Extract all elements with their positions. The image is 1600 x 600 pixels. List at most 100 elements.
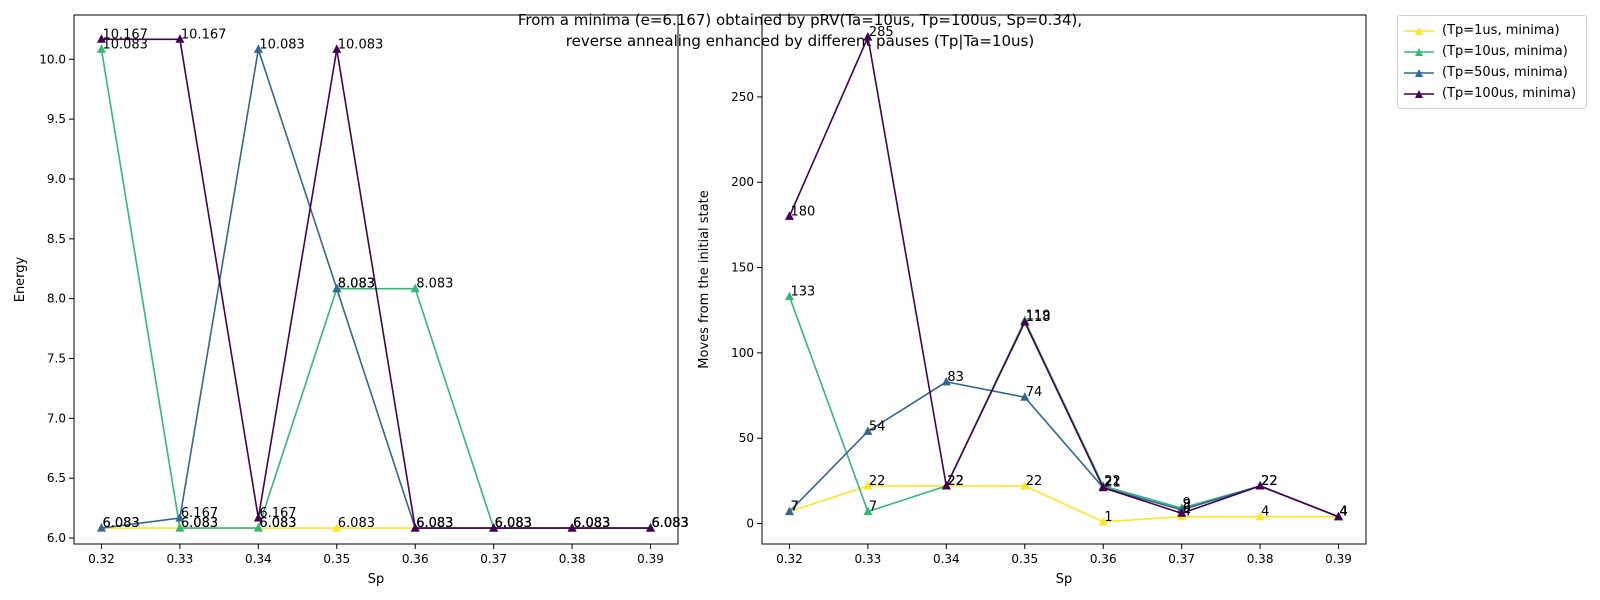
moves-data-label-tp100: 22 <box>947 474 964 489</box>
energy-marker-tp100 <box>410 523 420 532</box>
energy-marker-tp10 <box>96 44 106 53</box>
energy-data-label-tp100: 6.083 <box>573 516 610 531</box>
energy-series-line-tp100 <box>101 38 651 529</box>
energy-data-label-tp100: 10.167 <box>102 27 148 42</box>
energy-x-tick-label: 0.37 <box>480 552 507 566</box>
moves-data-label-tp100: 118 <box>1026 310 1051 325</box>
moves-data-label-tp50: 54 <box>869 419 886 434</box>
moves-data-label-tp10: 22 <box>1104 474 1121 489</box>
energy-marker-tp10 <box>410 283 420 293</box>
moves-marker-tp1 <box>863 480 873 490</box>
energy-data-label-tp100: 6.083 <box>416 516 453 531</box>
moves-marker-tp100 <box>1098 482 1108 492</box>
moves-x-tick-label: 0.38 <box>1247 552 1274 566</box>
energy-x-tick-label: 0.39 <box>637 552 664 566</box>
energy-marker-tp50 <box>175 513 185 522</box>
energy-data-label-tp50: 6.167 <box>181 506 218 521</box>
moves-marker-tp100 <box>941 480 951 490</box>
energy-x-tick-label: 0.38 <box>559 552 586 566</box>
moves-marker-tp10 <box>784 291 794 301</box>
moves-marker-tp1 <box>1098 516 1108 526</box>
moves-x-tick-label: 0.32 <box>776 552 803 566</box>
energy-y-tick-label: 9.5 <box>47 112 66 126</box>
moves-data-label-tp50: 8 <box>1183 498 1191 513</box>
energy-chart: 0.32 0.33 0.34 0.35 0.36 0.37 0.38 0.39 6.0 6.5 7.… <box>13 14 689 587</box>
moves-x-tick-label: 0.36 <box>1090 552 1117 566</box>
energy-data-label-tp1: 6.083 <box>259 516 296 531</box>
energy-y-tick-label: 6.5 <box>47 471 66 485</box>
energy-data-label-tp100: 6.167 <box>259 506 296 521</box>
moves-x-tick-label: 0.33 <box>855 552 882 566</box>
moves-y-tick-label: 250 <box>731 90 754 104</box>
moves-data-label-tp100: 4 <box>1340 505 1348 520</box>
energy-marker-tp10 <box>175 523 185 532</box>
energy-data-label-tp100: 10.083 <box>338 37 384 52</box>
energy-marker-tp50 <box>253 44 263 53</box>
moves-data-label-tp10: 22 <box>1261 474 1278 489</box>
moves-data-label-tp50: 4 <box>1340 505 1348 520</box>
energy-data-label-tp100: 10.167 <box>181 27 227 42</box>
moves-x-axis-label: Sp <box>1056 572 1073 587</box>
moves-data-label-tp1: 4 <box>1340 505 1348 520</box>
energy-data-label-tp50: 10.083 <box>259 37 305 52</box>
moves-data-label-tp10: 22 <box>947 474 964 489</box>
moves-x-tick-label: 0.37 <box>1168 552 1195 566</box>
moves-marker-tp10 <box>863 506 873 516</box>
energy-y-tick-label: 8.5 <box>47 232 66 246</box>
moves-y-tick-label: 100 <box>731 346 754 360</box>
moves-data-label-tp100: 21 <box>1104 476 1121 491</box>
moves-y-tick-label: 200 <box>731 175 754 189</box>
legend-item-tp1: (Tp=1us, minima) <box>1404 20 1580 41</box>
moves-chart: 0.32 0.33 0.34 0.35 0.36 0.37 0.38 0.39 0 50 100 15… <box>697 14 1367 587</box>
energy-x-tick-label: 0.36 <box>402 552 429 566</box>
moves-y-tick-label: 50 <box>739 431 754 445</box>
energy-marker-tp1 <box>332 523 342 532</box>
energy-x-tick-label: 0.35 <box>323 552 350 566</box>
legend-item-tp100: (Tp=100us, minima) <box>1404 83 1580 104</box>
moves-y-tick-label: 0 <box>746 517 754 531</box>
energy-data-label-tp1: 6.083 <box>652 516 689 531</box>
moves-y-tick-label: 150 <box>731 261 754 275</box>
moves-data-label-tp1: 22 <box>947 474 964 489</box>
moves-x-tick-label: 0.34 <box>933 552 960 566</box>
moves-marker-tp100 <box>784 211 794 220</box>
legend-label-tp100: (Tp=100us, minima) <box>1442 86 1577 101</box>
energy-y-tick-label: 7.5 <box>47 351 66 365</box>
moves-marker-tp100 <box>1334 511 1344 521</box>
moves-x-tick-label: 0.35 <box>1011 552 1038 566</box>
energy-data-label-tp50: 6.083 <box>652 516 689 531</box>
moves-data-label-tp100: 180 <box>790 204 815 219</box>
moves-marker-tp50 <box>1020 392 1030 401</box>
energy-data-label-tp50: 6.083 <box>102 516 139 531</box>
moves-data-label-tp50: 83 <box>947 370 964 385</box>
energy-data-label-tp10: 10.083 <box>102 37 148 52</box>
energy-x-tick-label: 0.34 <box>245 552 272 566</box>
moves-marker-tp100 <box>863 32 873 41</box>
moves-data-label-tp1: 4 <box>1261 505 1269 520</box>
moves-data-label-tp10: 119 <box>1026 308 1051 323</box>
legend-label-tp50: (Tp=50us, minima) <box>1442 65 1568 80</box>
energy-data-label-tp10: 6.083 <box>652 516 689 531</box>
legend: (Tp=1us, minima) (Tp=10us, minima) (Tp=5… <box>1397 15 1587 109</box>
legend-swatch-tp100 <box>1404 89 1434 98</box>
moves-data-label-tp50: 22 <box>1261 474 1278 489</box>
energy-marker-tp100 <box>646 523 656 532</box>
energy-y-tick-label: 10.0 <box>39 52 66 66</box>
moves-marker-tp50 <box>863 426 873 435</box>
energy-data-label-tp1: 6.083 <box>338 516 375 531</box>
energy-data-label-tp50: 8.083 <box>338 277 375 292</box>
moves-marker-tp100 <box>1255 480 1265 490</box>
energy-marker-tp100 <box>96 34 106 43</box>
moves-x-tick-label: 0.39 <box>1325 552 1352 566</box>
moves-y-axis-label: Moves from the initial state <box>697 190 712 368</box>
legend-item-tp10: (Tp=10us, minima) <box>1404 41 1580 62</box>
legend-swatch-tp50 <box>1404 68 1434 77</box>
energy-marker-tp100 <box>332 44 342 53</box>
energy-marker-tp100 <box>489 523 499 532</box>
legend-label-tp10: (Tp=10us, minima) <box>1442 44 1568 59</box>
moves-marker-tp1 <box>1020 480 1030 490</box>
moves-marker-tp1 <box>1255 511 1265 521</box>
moves-marker-tp100 <box>1020 317 1030 326</box>
energy-x-axis-label: Sp <box>368 572 385 587</box>
